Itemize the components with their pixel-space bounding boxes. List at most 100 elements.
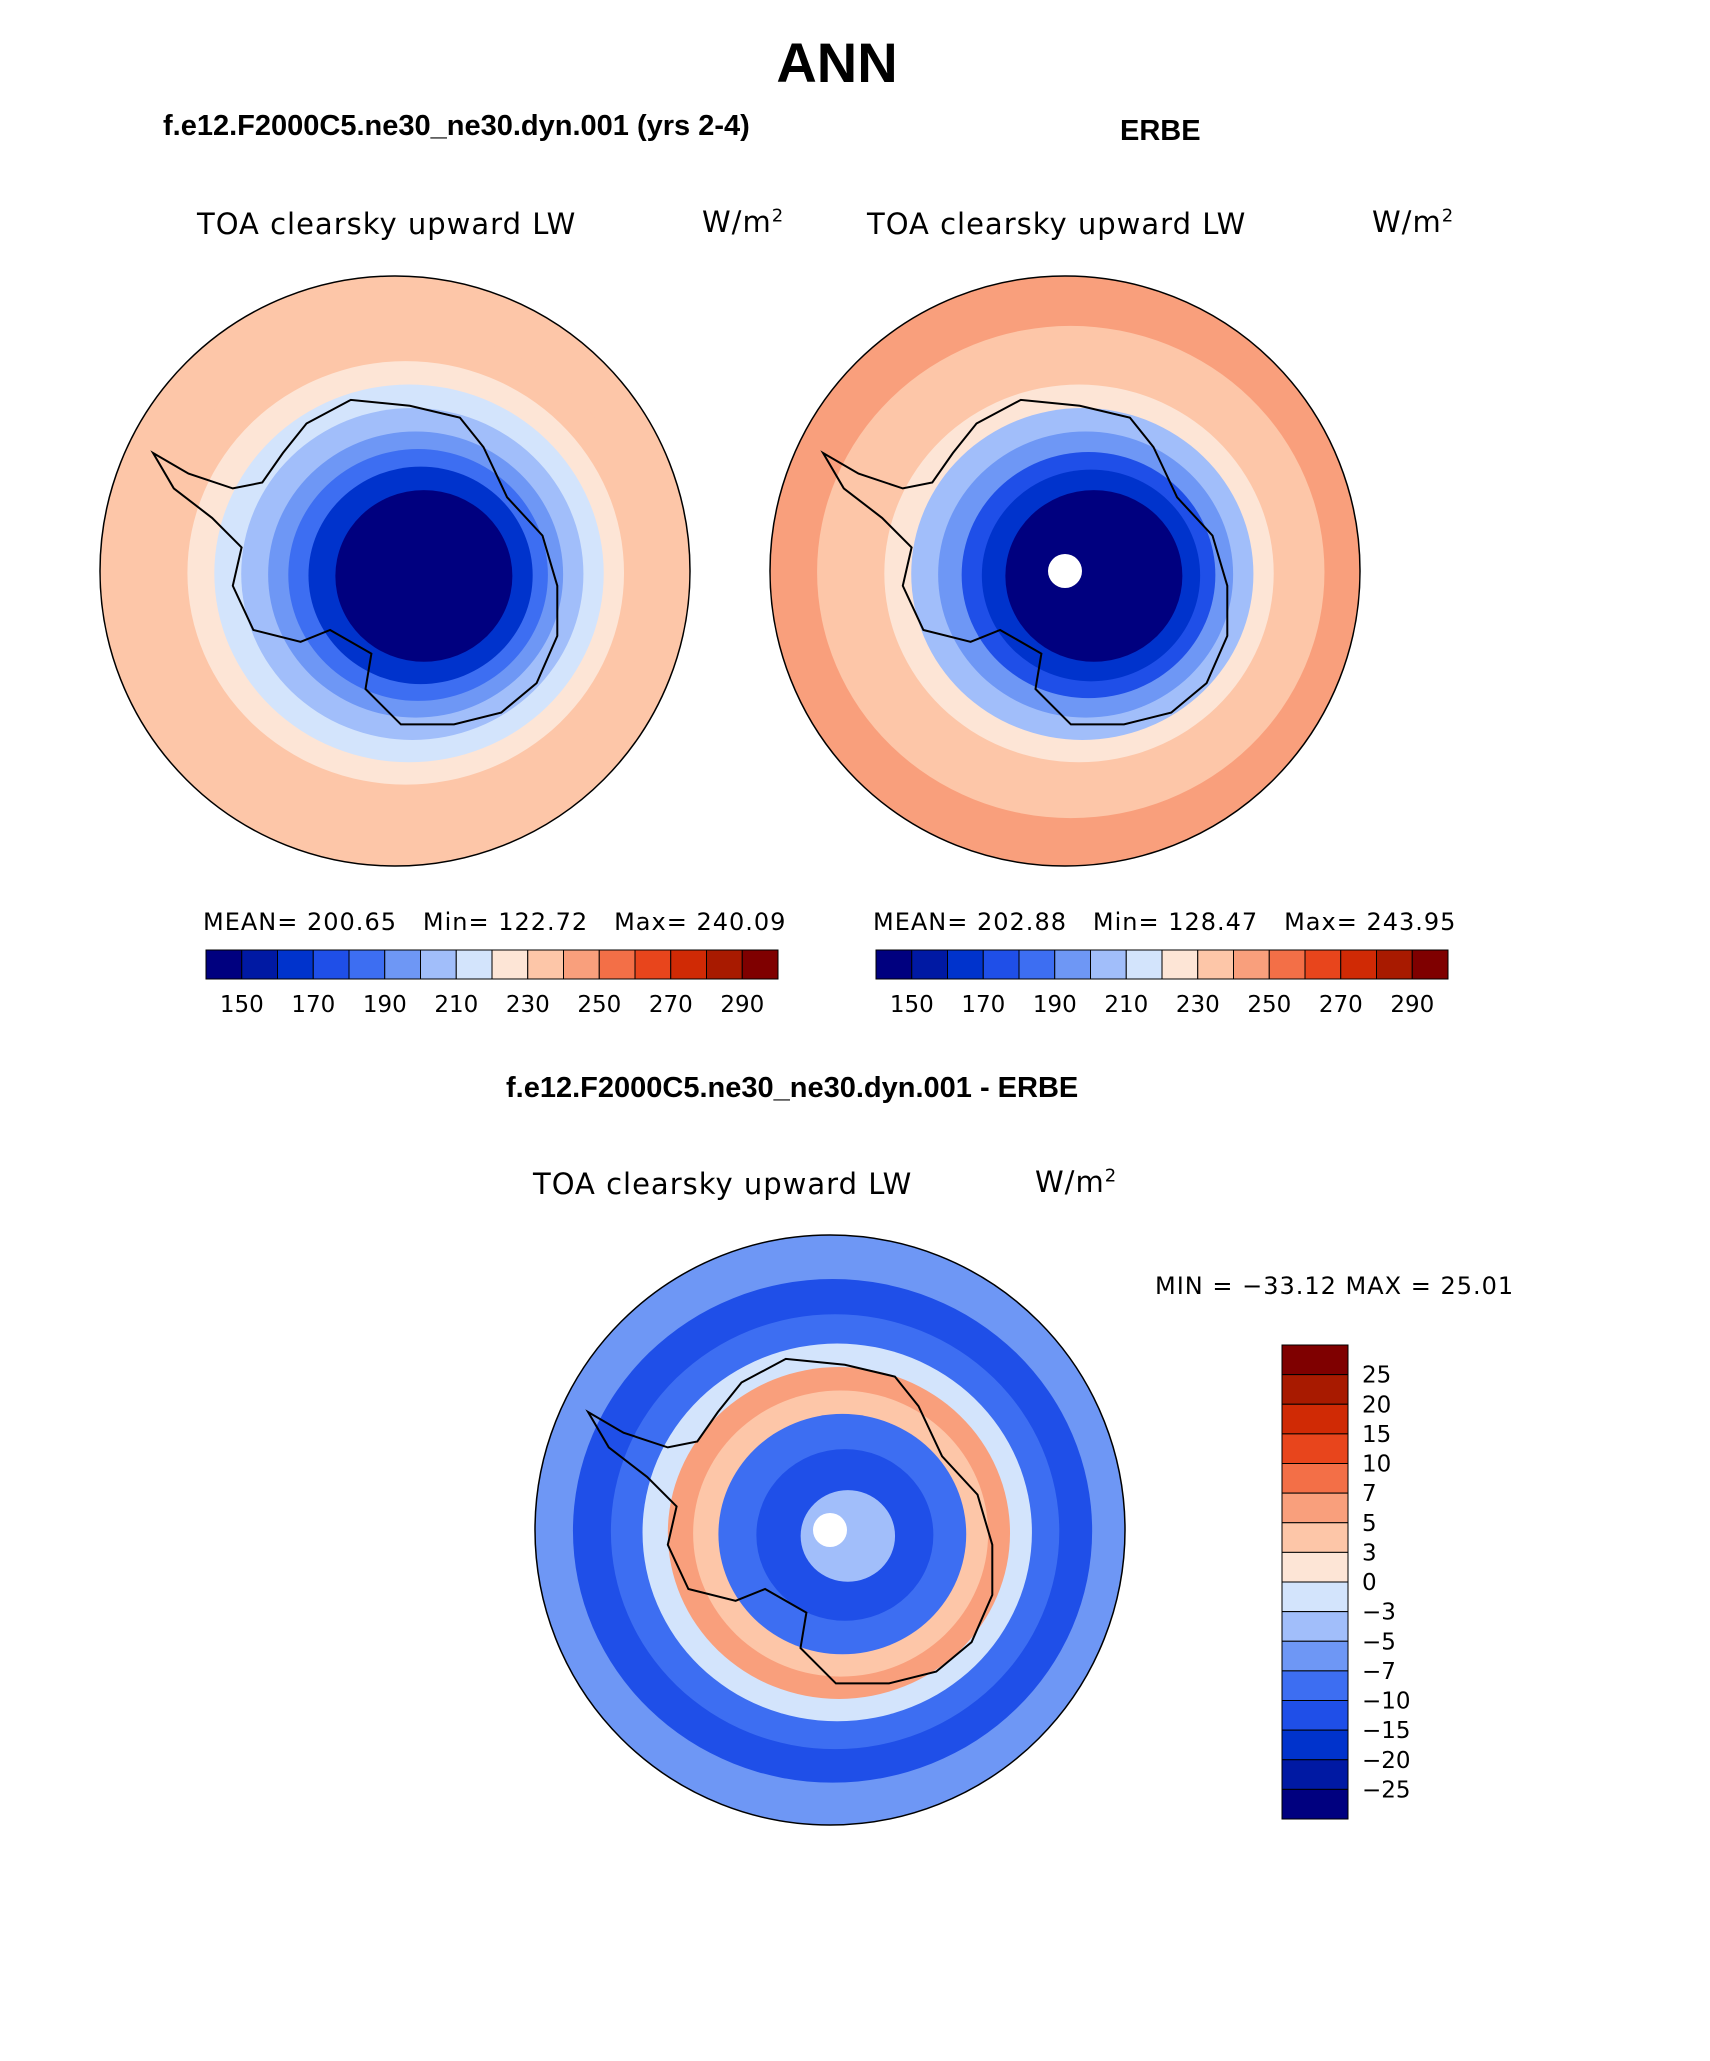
colorbar-box [491, 949, 529, 980]
colorbar-tick-label: 230 [506, 992, 550, 1018]
colorbar-box [1304, 949, 1342, 980]
panel1-min-value: 122.72 [498, 908, 589, 936]
colorbar-box [205, 949, 243, 980]
colorbar-box [1281, 1788, 1349, 1820]
colorbar-box [1281, 1551, 1349, 1583]
panel3-stats: MIN = −33.12 MAX = 25.01 [1155, 1272, 1515, 1300]
colorbar-box [1054, 949, 1091, 980]
colorbar-tick-label: 5 [1362, 1511, 1377, 1537]
colorbar-box [1281, 1433, 1349, 1465]
panel1-variable-label: TOA clearsky upward LW [197, 207, 577, 241]
colorbar-tick-label: −20 [1362, 1748, 1411, 1774]
colorbar-box [1281, 1344, 1349, 1376]
colorbar-tick-label: 250 [1247, 992, 1291, 1018]
pole-missing-data [813, 1513, 847, 1547]
panel3-variable-label: TOA clearsky upward LW [533, 1167, 913, 1201]
colorbar-tick-label: −7 [1362, 1659, 1396, 1685]
colorbar-box [1233, 949, 1270, 980]
colorbar-box [1281, 1640, 1349, 1672]
panel2-min-label: Min= [1092, 908, 1160, 936]
colorbar-box [563, 949, 600, 980]
colorbar-box [1281, 1581, 1349, 1613]
colorbar-tick-label: 15 [1362, 1422, 1391, 1448]
colorbar-box [982, 949, 1020, 980]
panel2-title: ERBE [1120, 115, 1201, 147]
colorbar-tick-label: 290 [720, 992, 764, 1018]
colorbar-box [384, 949, 421, 980]
colorbar-tick-label: 150 [890, 992, 934, 1018]
panel1-mean-value: 200.65 [307, 908, 397, 936]
colorbar-box [741, 949, 779, 980]
panel1-max-label: Max= [614, 908, 688, 936]
colorbar-tick-label: 290 [1390, 992, 1434, 1018]
colorbar-box [1281, 1403, 1349, 1435]
colorbar-box [1268, 949, 1306, 980]
colorbar-tick-label: 190 [1033, 992, 1077, 1018]
panel2-max-value: 243.95 [1366, 908, 1457, 936]
colorbar-box [875, 949, 913, 980]
panel2-map [769, 275, 1361, 867]
colorbar-tick-label: −3 [1362, 1600, 1396, 1626]
colorbar-box [312, 949, 350, 980]
panel2-mean-value: 202.88 [977, 908, 1067, 936]
colorbar-box [1018, 949, 1056, 980]
panel1-title: f.e12.F2000C5.ne30_ne30.dyn.001 (yrs 2-4… [163, 110, 750, 142]
coastline [820, 398, 1229, 726]
colorbar-box [1125, 949, 1163, 980]
colorbar-tick-label: −25 [1362, 1777, 1411, 1803]
colorbar-box [1281, 1729, 1349, 1761]
field-contour-8 [1005, 490, 1183, 662]
field-contour-8 [800, 1490, 896, 1582]
map-border [769, 275, 1361, 867]
colorbar-box [598, 949, 636, 980]
colorbar-box [277, 949, 314, 980]
colorbar-tick-label: −5 [1362, 1629, 1396, 1655]
panel2-min-value: 128.47 [1168, 908, 1259, 936]
colorbar-box [1281, 1700, 1349, 1731]
panel1-units: W/m2 [702, 205, 785, 239]
panel1-min-label: Min= [422, 908, 490, 936]
colorbar-box [947, 949, 984, 980]
coastline [585, 1357, 994, 1685]
colorbar-tick-label: 270 [1319, 992, 1363, 1018]
colorbar-tick-label: 230 [1176, 992, 1220, 1018]
pole-missing-data [1048, 554, 1082, 588]
colorbar-box [1281, 1522, 1349, 1553]
panel1-colorbar: 150 170 190 210 230 250 270 290 [205, 949, 779, 1018]
panel2-colorbar: 150 170 190 210 230 250 270 290 [875, 949, 1449, 1018]
figure-title: ANN [776, 31, 898, 94]
colorbar-box [1376, 949, 1413, 980]
colorbar-tick-label: −15 [1362, 1718, 1411, 1744]
panel3-title: f.e12.F2000C5.ne30_ne30.dyn.001 - ERBE [506, 1072, 1079, 1104]
colorbar-tick-label: −10 [1362, 1689, 1411, 1715]
panel1-map [99, 275, 691, 867]
colorbar-box [1197, 949, 1234, 980]
colorbar-tick-label: 3 [1362, 1540, 1377, 1566]
map-border [534, 1234, 1126, 1826]
panel2-max-label: Max= [1284, 908, 1358, 936]
colorbar-box [1281, 1463, 1349, 1494]
coastline [150, 398, 559, 726]
panel3-colorbar: 25 20 15 10 7 5 3 0 −3 −5 −7 −10 −15 −20 −25 [1281, 1344, 1411, 1820]
colorbar-tick-label: 7 [1362, 1481, 1377, 1507]
colorbar-tick-label: 10 [1362, 1452, 1391, 1478]
map-border [99, 275, 691, 867]
colorbar-tick-label: 210 [1104, 992, 1148, 1018]
panel2-stats: MEAN= 202.88 Min= 128.47 Max= 243.95 [873, 908, 1456, 936]
panel2-variable-label: TOA clearsky upward LW [867, 207, 1247, 241]
colorbar-tick-label: 170 [291, 992, 335, 1018]
panel1-mean-label: MEAN= [203, 908, 299, 936]
colorbar-box [670, 949, 707, 980]
colorbar-box [1281, 1611, 1349, 1642]
colorbar-tick-label: 0 [1362, 1570, 1377, 1596]
colorbar-tick-label: 210 [434, 992, 478, 1018]
colorbar-tick-label: 250 [577, 992, 621, 1018]
panel3-map [534, 1234, 1126, 1826]
colorbar-box [1281, 1759, 1349, 1790]
colorbar-tick-label: 270 [649, 992, 693, 1018]
colorbar-tick-label: 20 [1362, 1392, 1391, 1418]
colorbar-box [1281, 1670, 1349, 1702]
colorbar-box [634, 949, 672, 980]
colorbar-box [241, 949, 278, 980]
